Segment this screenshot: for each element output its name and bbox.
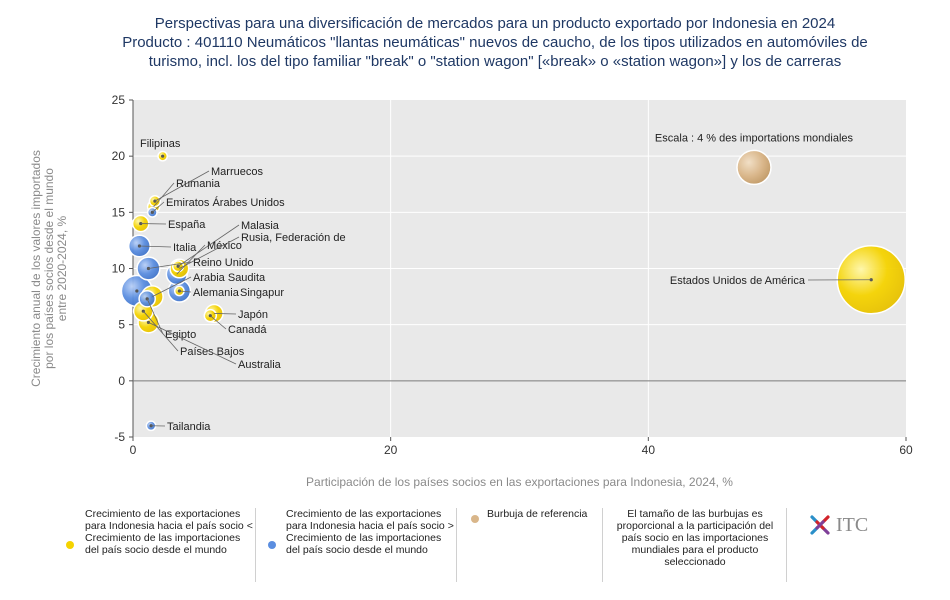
label-leader-line (148, 322, 237, 365)
point-label: Arabia Saudita (193, 272, 266, 284)
bubble-center-dot (135, 289, 139, 293)
point-label: Italia (173, 242, 197, 254)
y-tick-label: 20 (112, 149, 126, 163)
bubble-center-dot (146, 266, 151, 271)
bubble-center-dot (137, 244, 142, 248)
itc-logo-text: ITC (836, 513, 869, 536)
point-label: Reino Unido (193, 257, 254, 269)
legend-yellow-dot (66, 541, 74, 549)
point-label: Canadá (228, 324, 267, 336)
legend-separator (456, 508, 457, 582)
point-label: España (168, 219, 206, 231)
y-axis-label-line: Crecimiento anual de los valores importa… (29, 150, 43, 387)
y-tick-label: 5 (118, 318, 125, 332)
y-axis-label-line: entre 2020-2024, % (55, 215, 69, 321)
reference-bubble (736, 149, 772, 186)
point-label: Rusia, Federación de (241, 232, 346, 244)
y-tick-label: 10 (112, 262, 126, 276)
point-label: Países Bajos (180, 346, 245, 358)
chart-title-line2: Producto : 401110 Neumáticos "llantas ne… (122, 34, 868, 51)
itc-logo-icon (810, 515, 830, 535)
point-label: Emiratos Árabes Unidos (166, 196, 285, 209)
chart-title: Perspectivas para una diversificación de… (0, 14, 950, 71)
point-label: Tailandia (167, 421, 211, 433)
reference-label: Escala : 4 % des importations mondiales (655, 132, 854, 144)
y-tick-label: 0 (118, 374, 125, 388)
label-leader-line (210, 315, 227, 330)
legend-item-slower-growth: Crecimiento de las exportaciones para In… (85, 508, 253, 556)
label-leader-line (152, 276, 192, 297)
point-label: Malasia (241, 220, 280, 232)
x-tick-label: 20 (384, 443, 398, 457)
chart-title-line1: Perspectivas para una diversificación de… (154, 15, 836, 32)
label-leader-line (153, 182, 175, 207)
point-label: Marruecos (211, 166, 263, 178)
point-label: Egipto (165, 329, 196, 341)
point-label: Filipinas (140, 138, 181, 150)
legend-item-reference: Burbuja de referencia (487, 508, 588, 520)
label-leader-line (176, 244, 206, 275)
legend-size-note: El tamaño de las burbujas es proporciona… (616, 508, 774, 568)
x-axis-label: Participación de los países socios en la… (306, 475, 733, 489)
label-leader-line (179, 290, 192, 293)
label-leader-line (179, 236, 240, 269)
legend-separator (255, 508, 256, 582)
legend-reference-dot (471, 515, 479, 523)
x-tick-label: 60 (899, 443, 913, 457)
label-leader-line (154, 170, 210, 202)
bubble-center-dot (149, 424, 153, 428)
label-leader-line (148, 261, 192, 269)
bubble-center-dot (146, 320, 151, 325)
bubble-center-dot (869, 278, 873, 282)
y-axis-label-line: por los países socios desde el mundo (42, 168, 56, 369)
point-label: Japón (238, 309, 268, 321)
label-leader-line (139, 245, 172, 248)
y-tick-label: -5 (114, 430, 125, 444)
legend-item-faster-growth: Crecimiento de las exportaciones para In… (286, 508, 454, 556)
point-label: Rumania (176, 178, 221, 190)
point-label: México (207, 240, 242, 252)
label-leader-line (177, 224, 240, 267)
itc-logo: ITC (808, 513, 868, 537)
point-label: Australia (238, 359, 282, 371)
y-tick-label: 15 (112, 205, 126, 219)
point-label: Alemania (193, 287, 240, 299)
chart-title-line3: turismo, incl. los del tipo familiar "br… (148, 53, 842, 70)
x-tick-label: 40 (642, 443, 656, 457)
label-leader-line (152, 201, 165, 213)
legend-blue-dot (268, 541, 276, 549)
legend-separator (602, 508, 603, 582)
point-label: Singapur (240, 287, 284, 299)
bubble-center-dot (161, 154, 165, 158)
bubble-center-dot (139, 221, 143, 226)
x-tick-label: 0 (130, 443, 137, 457)
y-tick-label: 25 (112, 93, 126, 107)
point-label: Estados Unidos de América (670, 275, 806, 287)
label-leader-line (214, 313, 237, 315)
label-leader-line (143, 310, 179, 352)
legend-separator (786, 508, 787, 582)
